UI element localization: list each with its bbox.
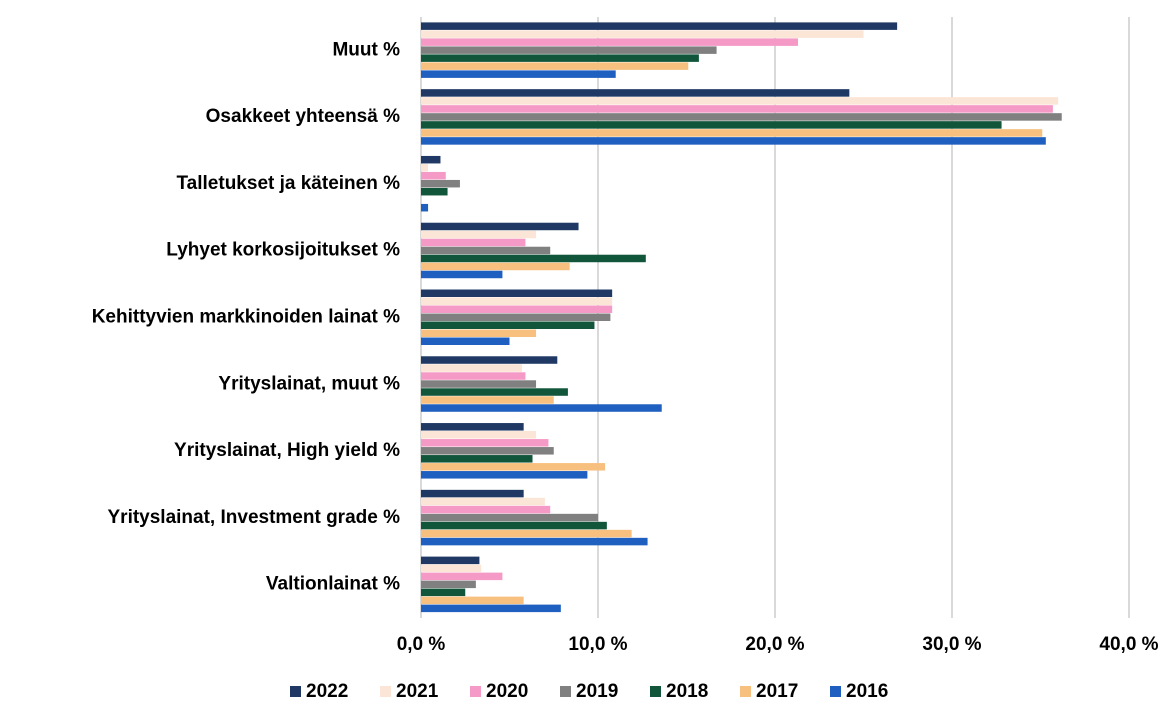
bar	[421, 30, 864, 38]
bar	[421, 187, 448, 196]
bar	[421, 529, 632, 538]
bar	[421, 62, 689, 70]
bar	[421, 329, 537, 337]
legend-label: 2020	[486, 681, 528, 702]
legend-swatch	[560, 686, 571, 697]
bar	[421, 580, 476, 589]
bar	[421, 321, 595, 329]
y-tick-label: Lyhyet korkosijoitukset %	[166, 240, 400, 261]
bar	[421, 46, 717, 54]
bar	[421, 556, 480, 565]
x-tick-label: 40,0 %	[1099, 634, 1158, 655]
bar	[421, 89, 850, 97]
y-tick-label: Kehittyvien markkinoiden lainat %	[92, 307, 400, 328]
bar	[421, 246, 551, 255]
bar	[421, 337, 510, 345]
bar	[421, 372, 526, 380]
bar	[421, 297, 613, 305]
bar	[421, 596, 524, 605]
bar	[421, 463, 606, 471]
bar	[421, 447, 554, 455]
bar	[421, 489, 524, 498]
y-tick-label: Yrityslainat, High yield %	[174, 440, 400, 461]
bar	[421, 521, 607, 530]
bar	[421, 113, 1062, 121]
bar	[421, 254, 646, 263]
bar	[421, 222, 579, 231]
x-tick-label: 30,0 %	[922, 634, 981, 655]
bar	[421, 137, 1046, 145]
bar	[421, 497, 545, 506]
bar	[421, 129, 1043, 137]
bar	[421, 238, 526, 247]
legend-label: 2017	[756, 681, 798, 702]
bar	[421, 70, 616, 78]
bar	[421, 54, 699, 62]
legend-label: 2016	[846, 681, 888, 702]
y-tick-label: Muut %	[332, 39, 400, 60]
bar	[421, 313, 611, 321]
bar	[421, 396, 554, 404]
bar	[421, 364, 522, 372]
bar	[421, 203, 429, 212]
bar	[421, 305, 613, 313]
x-tick-label: 0,0 %	[397, 634, 446, 655]
bar	[421, 380, 537, 388]
legend-label: 2018	[666, 681, 708, 702]
bar	[421, 404, 662, 412]
x-tick-label: 20,0 %	[745, 634, 804, 655]
bar	[421, 564, 482, 573]
bar	[421, 38, 799, 46]
bar	[421, 171, 446, 180]
bar	[421, 471, 588, 479]
bar	[421, 356, 558, 364]
y-tick-label: Osakkeet yhteensä %	[206, 106, 400, 127]
bar	[421, 270, 503, 279]
bar	[421, 289, 613, 297]
bar	[421, 22, 898, 30]
bar	[421, 431, 537, 439]
y-tick-label: Talletukset ja käteinen %	[176, 173, 400, 194]
legend-label: 2021	[396, 681, 439, 702]
bar	[421, 537, 648, 546]
bar	[421, 388, 568, 396]
x-tick-label: 10,0 %	[568, 634, 627, 655]
bar	[421, 262, 570, 271]
legend-swatch	[830, 686, 841, 697]
bar	[421, 505, 551, 514]
bar	[421, 455, 533, 463]
bar	[421, 97, 1059, 105]
bar	[421, 105, 1053, 113]
bar	[421, 230, 537, 239]
bar	[421, 513, 598, 522]
bar	[421, 572, 503, 581]
legend-label: 2022	[306, 681, 348, 702]
bar	[421, 163, 429, 172]
y-tick-label: Yrityslainat, Investment grade %	[108, 507, 401, 528]
bar	[421, 604, 561, 613]
legend-swatch	[290, 686, 301, 697]
bar	[421, 423, 524, 431]
y-tick-label: Valtionlainat %	[266, 574, 400, 595]
bar	[421, 588, 466, 597]
legend-label: 2019	[576, 681, 618, 702]
legend-swatch	[740, 686, 751, 697]
bar	[421, 121, 1002, 129]
legend-swatch	[650, 686, 661, 697]
bar	[421, 155, 441, 164]
legend-swatch	[470, 686, 481, 697]
y-tick-label: Yrityslainat, muut %	[218, 373, 400, 394]
bar	[421, 439, 549, 447]
legend-swatch	[380, 686, 391, 697]
bar	[421, 179, 460, 188]
